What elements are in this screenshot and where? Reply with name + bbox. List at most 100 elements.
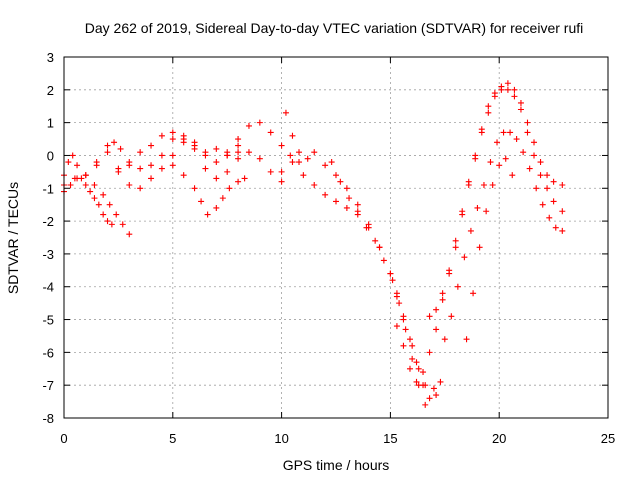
- data-point: [520, 149, 527, 156]
- data-point: [526, 165, 533, 172]
- data-point: [213, 145, 220, 152]
- data-point: [91, 181, 98, 188]
- data-point: [504, 86, 511, 93]
- data-point: [437, 378, 444, 385]
- data-point: [459, 208, 466, 215]
- data-point: [137, 149, 144, 156]
- data-point: [426, 349, 433, 356]
- data-point: [289, 132, 296, 139]
- series-satellite-track-G: [224, 119, 311, 162]
- data-point: [126, 162, 133, 169]
- data-point: [426, 395, 433, 402]
- data-point: [389, 277, 396, 284]
- x-tick-label: 0: [60, 431, 67, 446]
- data-point: [137, 165, 144, 172]
- data-point: [296, 149, 303, 156]
- series-satellite-track-H: [235, 109, 303, 185]
- data-point: [559, 208, 566, 215]
- data-point: [463, 336, 470, 343]
- data-point: [71, 175, 78, 182]
- data-point: [322, 191, 329, 198]
- data-point: [256, 119, 263, 126]
- data-point: [74, 162, 81, 169]
- data-point: [446, 267, 453, 274]
- data-point: [65, 159, 72, 166]
- data-point: [93, 159, 100, 166]
- data-point: [415, 365, 422, 372]
- data-point: [511, 93, 518, 100]
- data-point: [426, 313, 433, 320]
- y-tick-label: -7: [42, 378, 54, 393]
- data-point: [104, 149, 111, 156]
- data-point: [328, 159, 335, 166]
- data-point: [550, 178, 557, 185]
- data-point: [496, 162, 503, 169]
- data-point: [311, 149, 318, 156]
- data-point: [148, 175, 155, 182]
- series-satellite-track-M: [426, 86, 566, 320]
- data-point: [235, 155, 242, 162]
- data-point: [282, 109, 289, 116]
- data-point: [531, 152, 538, 159]
- data-point: [402, 326, 409, 333]
- data-point: [494, 139, 501, 146]
- data-point: [100, 211, 107, 218]
- data-point: [433, 392, 440, 399]
- y-axis: -8 -7 -6 -5 -4 -3 -2 -1 0 1 2 3: [42, 50, 608, 426]
- x-axis: 0 5 10 15 20 25: [60, 57, 615, 446]
- data-point: [546, 214, 553, 221]
- data-point: [287, 152, 294, 159]
- data-point: [169, 136, 176, 143]
- data-point: [304, 155, 311, 162]
- data-point: [224, 152, 231, 159]
- data-point: [126, 231, 133, 238]
- data-point: [148, 162, 155, 169]
- data-point: [500, 129, 507, 136]
- y-tick-label: -8: [42, 411, 54, 426]
- data-point: [213, 175, 220, 182]
- data-point: [108, 221, 115, 228]
- series-satellite-track-A: [61, 152, 115, 228]
- data-point: [158, 152, 165, 159]
- data-point: [376, 244, 383, 251]
- data-point: [213, 159, 220, 166]
- data-point: [198, 198, 205, 205]
- data-point: [213, 204, 220, 211]
- data-point: [420, 369, 427, 376]
- data-point: [472, 152, 479, 159]
- data-point: [406, 336, 413, 343]
- series-satellite-track-F: [169, 162, 248, 218]
- data-point: [454, 283, 461, 290]
- data-point: [365, 221, 372, 228]
- y-tick-label: -2: [42, 214, 54, 229]
- data-point: [245, 149, 252, 156]
- data-point: [126, 181, 133, 188]
- data-point: [169, 129, 176, 136]
- data-point: [235, 149, 242, 156]
- data-point: [67, 181, 74, 188]
- data-point: [119, 221, 126, 228]
- y-tick-label: -6: [42, 345, 54, 360]
- data-point: [537, 172, 544, 179]
- data-point: [400, 342, 407, 349]
- y-tick-label: -5: [42, 313, 54, 328]
- data-point: [513, 136, 520, 143]
- series-satellite-track-D: [93, 139, 231, 192]
- data-point: [406, 365, 413, 372]
- data-point: [498, 86, 505, 93]
- data-point: [559, 227, 566, 234]
- data-point: [104, 142, 111, 149]
- data-point: [465, 178, 472, 185]
- data-point: [354, 201, 361, 208]
- y-tick-label: -4: [42, 280, 54, 295]
- series-satellite-track-I: [278, 159, 444, 392]
- data-point: [533, 185, 540, 192]
- data-point: [550, 198, 557, 205]
- data-point: [289, 159, 296, 166]
- data-point: [507, 129, 514, 136]
- data-point: [180, 136, 187, 143]
- data-point: [517, 99, 524, 106]
- data-point: [480, 181, 487, 188]
- grid: [64, 57, 608, 418]
- data-point: [413, 359, 420, 366]
